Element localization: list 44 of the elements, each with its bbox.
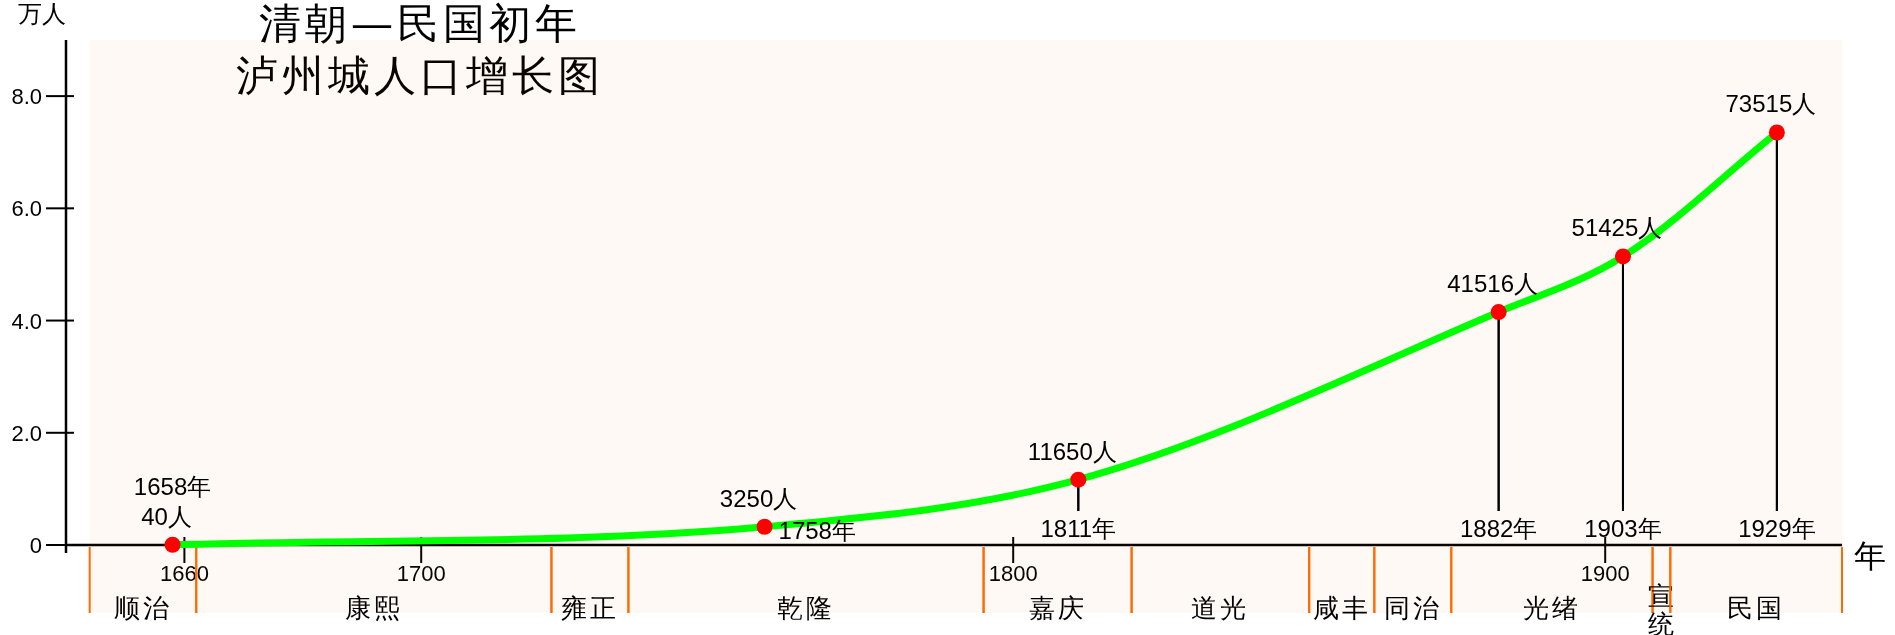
point — [1768, 124, 1785, 141]
band-label: 嘉庆 — [1028, 593, 1087, 623]
band-label: 民国 — [1727, 593, 1786, 623]
chart-title: 清朝—民国初年泸州城人口增长图 — [236, 0, 604, 100]
annotation: 1811年 — [1040, 515, 1117, 542]
y-tick-label: 4.0 — [11, 308, 42, 334]
annotation: 73515人 — [1725, 90, 1817, 118]
band-label: 顺治 — [113, 593, 172, 623]
y-tick: 6.0 — [11, 196, 75, 222]
point — [164, 536, 181, 553]
y-tick-label: 8.0 — [11, 84, 42, 110]
annotation: 1882年 — [1459, 515, 1538, 542]
annotation: 40人 — [141, 502, 192, 530]
annotation: 11650人 — [1027, 437, 1117, 465]
band-label: 乾隆 — [777, 593, 835, 623]
point — [1070, 471, 1087, 488]
y-tick: 4.0 — [11, 308, 75, 334]
y-tick-label: 0 — [29, 533, 42, 558]
band-label: 雍正 — [560, 593, 619, 623]
y-tick-label: 6.0 — [11, 196, 42, 222]
annotation: 1929年 — [1738, 515, 1816, 542]
annotation: 3250人 — [719, 484, 798, 512]
y-tick: 8.0 — [11, 84, 75, 110]
y-tick: 0 — [29, 533, 75, 558]
y-tick-label: 2.0 — [11, 420, 42, 446]
band-label: 同治 — [1383, 593, 1442, 623]
x-tick: 1700 — [396, 536, 446, 586]
band-label: 康熙 — [344, 593, 403, 623]
point — [1614, 248, 1631, 265]
y-axis-title: 万人 — [18, 0, 66, 28]
annotation: 41516人 — [1447, 270, 1539, 298]
annotation: 51425人 — [1571, 214, 1663, 242]
band-label: 咸丰 — [1312, 593, 1371, 623]
annotation: 1658年 — [133, 472, 212, 500]
x-tick-label: 1800 — [988, 561, 1038, 586]
point — [756, 518, 773, 535]
point — [1490, 304, 1507, 321]
y-tick: 2.0 — [11, 420, 75, 446]
band-label: 道光 — [1191, 593, 1250, 623]
x-tick-label: 1900 — [1580, 561, 1630, 586]
x-axis-title: 年 — [1854, 537, 1886, 575]
x-tick-label: 1700 — [396, 561, 446, 586]
x-tick: 1800 — [988, 536, 1038, 586]
band-label: 光绪 — [1522, 593, 1581, 623]
